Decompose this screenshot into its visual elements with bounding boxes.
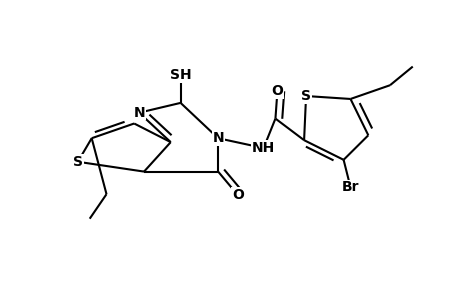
Text: N: N xyxy=(212,131,224,145)
Text: S: S xyxy=(301,89,310,103)
Text: S: S xyxy=(73,155,83,169)
Text: SH: SH xyxy=(169,68,191,83)
Text: O: O xyxy=(231,188,243,202)
Text: O: O xyxy=(271,84,283,98)
Text: NH: NH xyxy=(252,141,274,155)
Text: Br: Br xyxy=(341,180,358,194)
Text: N: N xyxy=(133,106,145,120)
